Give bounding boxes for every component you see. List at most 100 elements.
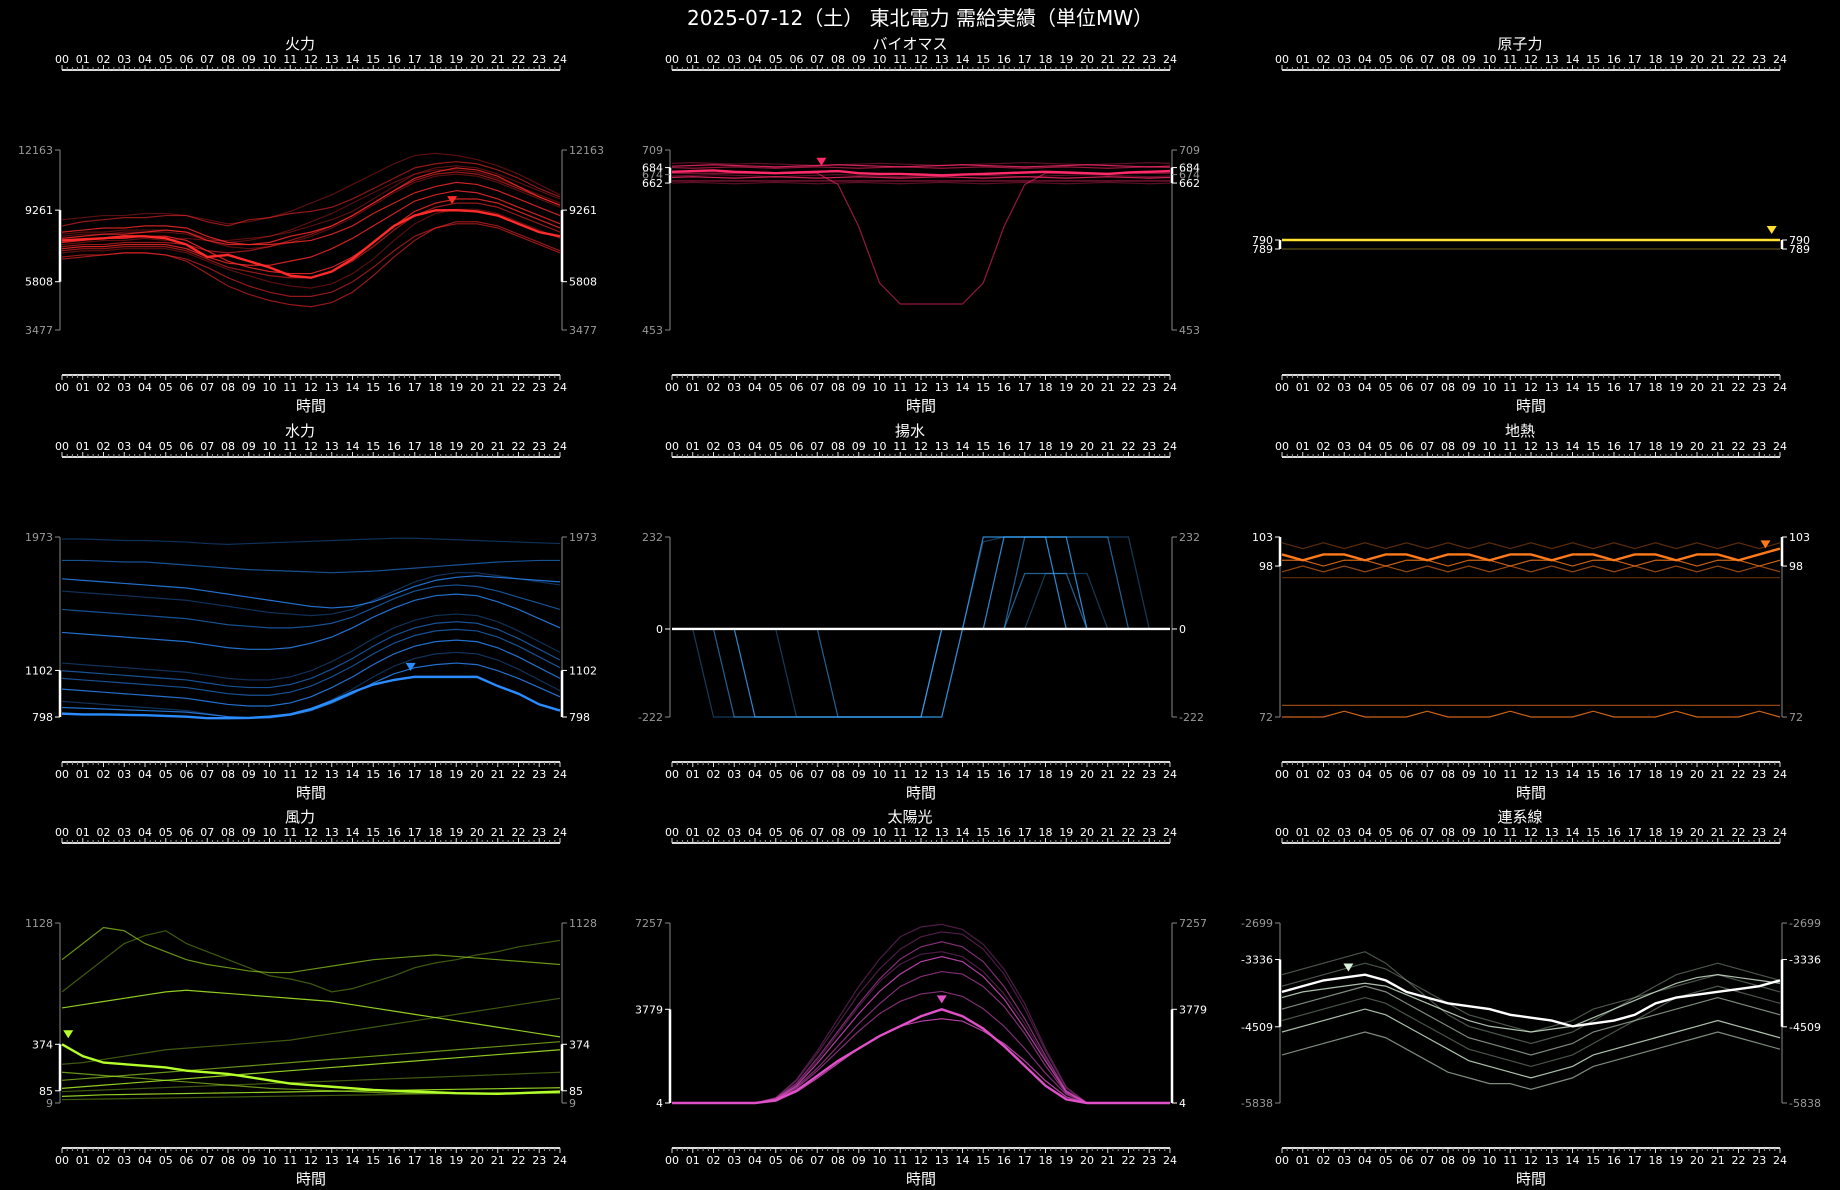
hour-tick-label: 00: [1275, 53, 1289, 66]
hour-tick-label: 18: [1039, 1154, 1053, 1167]
hour-tick-label: 01: [686, 1154, 700, 1167]
hour-tick-label: 24: [1163, 381, 1177, 394]
hour-tick-label: 21: [1711, 826, 1725, 839]
value-tick-label: 7257: [635, 917, 663, 930]
hour-tick-label: 20: [1080, 440, 1094, 453]
hour-tick-label: 15: [366, 440, 380, 453]
chart-svg: 00 01 02 03 04 05 06 07 08 09 10 11 12 13 14 15 16 17 18 19…: [25, 440, 597, 781]
hour-tick-label: 22: [512, 53, 526, 66]
hour-tick-label: 11: [283, 381, 297, 394]
history-series: [61, 926, 561, 1101]
hour-tick-label: 24: [553, 768, 567, 781]
hour-tick-label: 07: [200, 440, 214, 453]
left-value-axis: -222 0 232: [638, 531, 671, 724]
hour-tick-label: 13: [325, 826, 339, 839]
hour-tick-label: 05: [1379, 381, 1393, 394]
bottom-hour-axis: 00 01 02 03 04 05 06 07 08 09 10 11 12 13 14 15 16 17 18 19…: [665, 761, 1177, 781]
peak-marker-icon: [63, 1030, 74, 1039]
hour-tick-label: 11: [283, 53, 297, 66]
hour-tick-label: 11: [1503, 381, 1517, 394]
hour-tick-label: 02: [97, 381, 111, 394]
x-axis-label: 時間: [1515, 1170, 1546, 1188]
hour-tick-label: 20: [1080, 768, 1094, 781]
hour-tick-label: 06: [180, 1154, 194, 1167]
history-line: [61, 572, 561, 617]
hour-tick-label: 10: [263, 768, 277, 781]
history-line: [672, 970, 1170, 1104]
hour-tick-label: 02: [1317, 1154, 1331, 1167]
hour-tick-label: 22: [1732, 53, 1746, 66]
hour-tick-label: 23: [1752, 1154, 1766, 1167]
right-value-axis: 3477 5808 9261 12163: [560, 144, 604, 337]
history-line: [672, 951, 1170, 1104]
hour-tick-label: 05: [769, 826, 783, 839]
hour-tick-label: 00: [665, 826, 679, 839]
hour-tick-label: 05: [159, 381, 173, 394]
history-line: [61, 662, 561, 719]
hour-tick-label: 20: [1080, 381, 1094, 394]
hour-tick-label: 00: [55, 826, 69, 839]
page-title: 2025-07-12（土） 東北電力 需給実績（単位MW）: [687, 6, 1153, 30]
bottom-hour-axis: 00 01 02 03 04 05 06 07 08 09 10 11 12 13 14 15 16 17 18 19…: [55, 374, 567, 394]
hour-tick-label: 15: [1586, 381, 1600, 394]
hour-tick-label: 16: [387, 440, 401, 453]
hour-tick-label: 12: [914, 826, 928, 839]
hour-tick-label: 02: [97, 53, 111, 66]
hour-tick-label: 12: [304, 1154, 318, 1167]
hour-tick-label: 09: [1462, 826, 1476, 839]
chart-svg: 00 01 02 03 04 05 06 07 08 09 10 11 12 13 14 15 16 17 18 19…: [1252, 53, 1810, 394]
hour-tick-label: 12: [1524, 440, 1538, 453]
hour-tick-label: 21: [1711, 53, 1725, 66]
history-line: [61, 190, 561, 266]
hour-tick-label: 06: [180, 440, 194, 453]
hour-tick-label: 07: [200, 53, 214, 66]
hour-tick-label: 16: [387, 1154, 401, 1167]
hour-tick-label: 17: [1628, 381, 1642, 394]
hour-tick-label: 14: [346, 53, 360, 66]
hour-tick-label: 16: [387, 381, 401, 394]
right-value-axis: 72 98 103: [1780, 531, 1810, 724]
today-line: [1281, 547, 1781, 562]
hour-tick-label: 14: [1566, 381, 1580, 394]
hour-tick-label: 07: [1420, 381, 1434, 394]
value-tick-label: 103: [1252, 531, 1273, 544]
hour-tick-label: 11: [1503, 53, 1517, 66]
hour-tick-label: 22: [1732, 1154, 1746, 1167]
hour-tick-label: 15: [976, 768, 990, 781]
value-tick-label: 674: [642, 169, 663, 182]
hour-tick-label: 03: [1337, 768, 1351, 781]
hour-tick-label: 22: [1732, 826, 1746, 839]
history-line: [61, 208, 561, 289]
hour-tick-label: 01: [1296, 826, 1310, 839]
hour-tick-label: 05: [1379, 1154, 1393, 1167]
hour-tick-label: 03: [727, 381, 741, 394]
hour-tick-label: 06: [1400, 53, 1414, 66]
hour-tick-label: 07: [810, 440, 824, 453]
hour-tick-label: 15: [976, 381, 990, 394]
hour-tick-label: 21: [1101, 768, 1115, 781]
hour-tick-label: 09: [852, 381, 866, 394]
hour-tick-label: 14: [956, 440, 970, 453]
hour-tick-label: 05: [159, 440, 173, 453]
chart-title: 連系線: [1497, 808, 1543, 826]
bottom-hour-axis: 00 01 02 03 04 05 06 07 08 09 10 11 12 13 14 15 16 17 18 19…: [1275, 761, 1787, 781]
chart-title: 揚水: [894, 422, 925, 440]
hour-tick-label: 12: [1524, 768, 1538, 781]
history-line: [671, 164, 1171, 168]
hour-tick-label: 21: [491, 826, 505, 839]
x-axis-label: 時間: [295, 784, 326, 802]
value-tick-label: 1973: [25, 531, 53, 544]
hour-tick-label: 16: [387, 826, 401, 839]
peak-marker-icon: [816, 157, 827, 166]
value-tick-label: 374: [569, 1038, 590, 1051]
x-axis-label: 時間: [1515, 397, 1546, 415]
hour-tick-label: 23: [1752, 53, 1766, 66]
hour-tick-label: 13: [1545, 53, 1559, 66]
value-tick-label: 0: [1179, 623, 1186, 636]
hour-tick-label: 14: [346, 440, 360, 453]
hour-tick-label: 01: [1296, 381, 1310, 394]
bottom-hour-axis: 00 01 02 03 04 05 06 07 08 09 10 11 12 13 14 15 16 17 18 19…: [1275, 374, 1787, 394]
hour-tick-label: 22: [1732, 440, 1746, 453]
hour-tick-label: 07: [1420, 768, 1434, 781]
hour-tick-label: 06: [1400, 768, 1414, 781]
